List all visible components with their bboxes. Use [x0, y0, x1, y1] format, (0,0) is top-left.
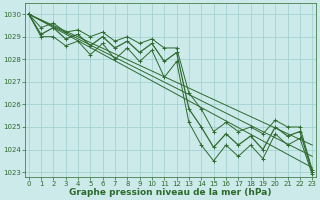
X-axis label: Graphe pression niveau de la mer (hPa): Graphe pression niveau de la mer (hPa) — [69, 188, 272, 197]
